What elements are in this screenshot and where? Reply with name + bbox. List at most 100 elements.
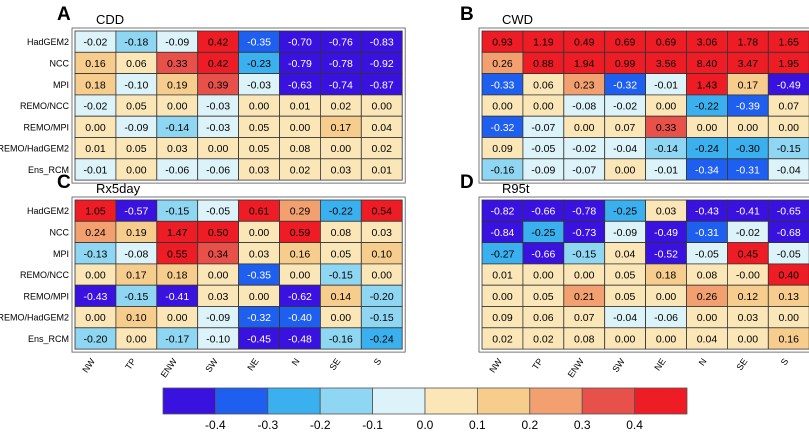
cell-label: 0.33 [167, 58, 188, 70]
column-label: NW [80, 356, 97, 374]
cell-label: -0.18 [124, 37, 148, 49]
panel-frame [478, 196, 809, 353]
cell-label: -0.06 [654, 312, 678, 324]
panel-r95t: D R95t -0.82 -0.66 -0.78 -0.25 0.03 -0.43 -0.41 -… [460, 172, 809, 379]
column-label: S [779, 357, 791, 368]
cell-label: -0.14 [165, 122, 189, 134]
cell-label: -0.32 [490, 122, 514, 134]
cell-label: -0.49 [654, 227, 678, 239]
cell-label: 0.08 [574, 333, 595, 345]
cell-label: -0.15 [165, 206, 189, 218]
cell-label: -0.39 [736, 101, 760, 113]
cell-label: 0.59 [290, 227, 311, 239]
cell-label: 0.02 [331, 101, 352, 113]
row-label: NCC [50, 227, 70, 237]
cell-label: 0.00 [656, 101, 677, 113]
cell-label: -0.92 [370, 58, 394, 70]
cell-label: 0.08 [331, 227, 352, 239]
cell-label: -0.17 [165, 333, 189, 345]
column-label: S [372, 357, 384, 368]
cell-label: 0.00 [126, 164, 147, 176]
cell-label: -0.09 [531, 164, 555, 176]
cell-label: -0.24 [370, 333, 394, 345]
cell-label: 0.01 [372, 164, 393, 176]
cell-label: 0.00 [85, 122, 106, 134]
cell-label: -0.52 [654, 248, 678, 260]
cell-label: 0.45 [738, 248, 759, 260]
cell-label: 0.00 [249, 291, 270, 303]
cell-label: -0.01 [83, 164, 107, 176]
cell-label: -0.02 [613, 101, 637, 113]
cell-label: 0.09 [492, 312, 513, 324]
cell-label: 0.00 [492, 291, 513, 303]
column-label: NE [245, 357, 260, 373]
panel-title: CDD [96, 12, 124, 27]
panel-title: R95t [502, 181, 530, 196]
cell-label: 0.00 [738, 333, 759, 345]
column-label: SW [610, 356, 627, 374]
colorbar-tick-label: 0.2 [521, 418, 538, 432]
cell-label: 0.05 [331, 248, 352, 260]
cell-label: 0.24 [85, 227, 106, 239]
cell-label: 0.00 [249, 227, 270, 239]
cell-label: -0.05 [206, 206, 230, 218]
cell-label: 0.10 [126, 312, 147, 324]
cell-label: 0.07 [779, 101, 800, 113]
cell-label: -0.31 [736, 164, 760, 176]
cell-label: -0.87 [370, 79, 394, 91]
cell-label: 0.16 [85, 58, 106, 70]
column-label: SE [734, 357, 749, 373]
cell-label: -0.23 [247, 58, 271, 70]
cell-label: -0.65 [777, 206, 801, 218]
cell-label: -0.15 [777, 143, 801, 155]
cell-label: -0.01 [654, 164, 678, 176]
cell-label: 0.23 [574, 79, 595, 91]
cell-label: -0.09 [206, 312, 230, 324]
cell-label: -0.09 [124, 122, 148, 134]
cell-label: 0.02 [372, 143, 393, 155]
cell-label: -0.02 [83, 37, 107, 49]
cell-label: -0.24 [695, 143, 719, 155]
cell-label: -0.30 [736, 143, 760, 155]
row-label: HadGEM2 [27, 206, 69, 216]
cell-label: -0.04 [613, 143, 637, 155]
row-label: HadGEM2 [27, 37, 69, 47]
cell-label: 0.04 [697, 333, 718, 345]
cell-label: 0.00 [208, 143, 229, 155]
cell-label: 0.05 [126, 101, 147, 113]
cell-label: -0.01 [654, 79, 678, 91]
cell-label: 0.26 [492, 58, 513, 70]
colorbar-tick-label: 0.1 [469, 418, 486, 432]
cell-label: 0.16 [290, 248, 311, 260]
cell-label: -0.49 [777, 79, 801, 91]
cell-label: 0.03 [738, 312, 759, 324]
panel-frame [71, 196, 406, 353]
panel-cdd: A CDD -0.02 -0.18 -0.09 0.42 -0.35 -0.70 -0.76 -0… [0, 4, 406, 184]
cell-label: 0.29 [290, 206, 311, 218]
column-label: N [290, 357, 302, 368]
cell-label: 0.00 [85, 312, 106, 324]
row-label: REMO/HadGEM2 [0, 313, 69, 323]
cell-label: 0.88 [533, 58, 554, 70]
cell-label: 0.69 [615, 37, 636, 49]
cell-label: -0.04 [613, 312, 637, 324]
cell-label: 0.00 [167, 312, 188, 324]
cell-label: 0.00 [331, 312, 352, 324]
row-label: NCC [50, 58, 70, 68]
cell-label: 0.02 [290, 164, 311, 176]
cell-label: 0.17 [738, 79, 759, 91]
cell-label: 0.12 [738, 291, 759, 303]
cell-label: 0.10 [372, 248, 393, 260]
cell-label: -0.34 [695, 164, 719, 176]
cell-label: 0.00 [656, 333, 677, 345]
cell-label: -0.07 [572, 164, 596, 176]
cell-label: 0.04 [372, 122, 393, 134]
cell-label: -0.02 [572, 143, 596, 155]
cell-label: 3.47 [738, 58, 759, 70]
cell-label: 0.39 [208, 79, 229, 91]
cell-label: 0.03 [331, 164, 352, 176]
colorbar-segment [581, 387, 636, 415]
cell-label: 0.03 [208, 291, 229, 303]
column-label: NE [652, 357, 667, 373]
cell-label: -0.15 [329, 270, 353, 282]
